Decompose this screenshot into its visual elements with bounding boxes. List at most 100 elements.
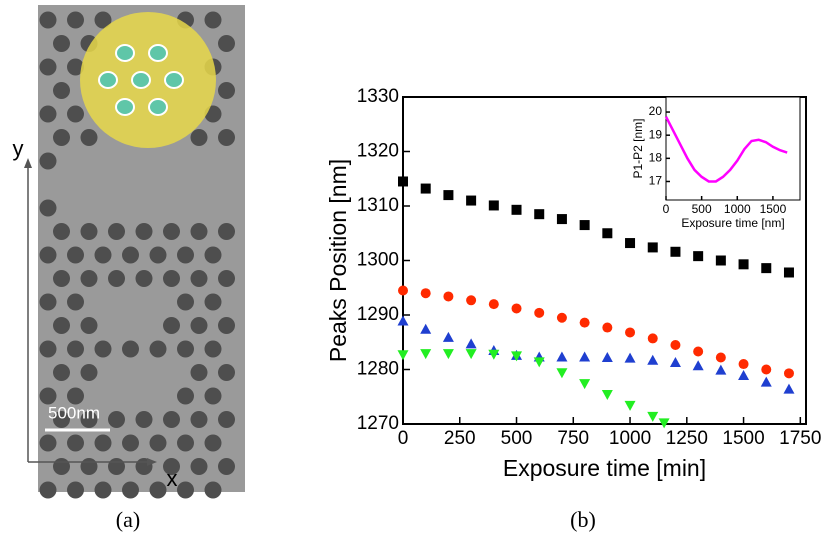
point — [783, 368, 794, 379]
point — [693, 346, 704, 357]
point — [579, 351, 591, 362]
point — [556, 351, 568, 362]
x-tick-label: 1750 — [779, 428, 821, 449]
point — [602, 322, 613, 333]
point — [398, 176, 408, 187]
y-axis-label: Peaks Position [nm] — [325, 159, 351, 362]
hole — [122, 246, 139, 264]
hole — [163, 317, 180, 334]
point — [658, 418, 670, 429]
hole — [149, 481, 167, 499]
hole — [218, 223, 235, 240]
hole — [190, 411, 208, 428]
x-axis-letter: x — [167, 466, 178, 491]
hole — [204, 481, 222, 499]
hole — [108, 411, 125, 428]
hole — [108, 223, 125, 240]
hole — [177, 481, 194, 499]
point — [738, 259, 749, 270]
point — [511, 351, 523, 362]
hole — [163, 223, 180, 240]
point — [715, 352, 726, 363]
y-tick-label: 1290 — [357, 304, 399, 325]
hole — [149, 434, 167, 452]
hole — [108, 270, 125, 287]
point — [465, 349, 477, 360]
x-tick-label: 1000 — [609, 428, 651, 449]
hole — [39, 152, 57, 170]
hole — [39, 105, 57, 123]
point — [442, 349, 454, 360]
point — [420, 183, 431, 194]
hole — [177, 387, 194, 405]
point — [488, 299, 499, 310]
x-tick-label: 500 — [692, 202, 712, 216]
point — [670, 339, 681, 350]
x-tick-label: 750 — [557, 428, 589, 449]
hole — [67, 11, 84, 29]
hole — [39, 293, 57, 311]
point — [420, 323, 432, 334]
hole — [39, 434, 57, 452]
hole — [67, 340, 84, 358]
hole — [53, 35, 70, 52]
hole — [177, 434, 194, 452]
hole — [67, 481, 84, 499]
point — [625, 327, 636, 338]
caption-a: (a) — [116, 507, 140, 532]
hole — [39, 58, 57, 76]
point — [465, 338, 477, 349]
line — [664, 116, 788, 183]
point — [760, 376, 772, 387]
hole — [204, 246, 222, 264]
x-axis-label: Exposure time [min] — [503, 455, 706, 481]
hole — [190, 223, 208, 240]
hole — [53, 317, 70, 334]
hole — [80, 317, 98, 334]
hole — [204, 293, 222, 311]
y-tick-label: 17 — [649, 174, 663, 188]
hole — [80, 223, 98, 240]
point — [715, 364, 727, 375]
x-tick-label: 500 — [501, 428, 533, 449]
point — [625, 238, 636, 249]
point — [783, 383, 795, 394]
hole — [94, 340, 112, 358]
plot-area — [665, 96, 801, 201]
hole — [218, 129, 235, 146]
point — [579, 220, 590, 231]
hole — [67, 246, 84, 264]
point — [511, 204, 522, 215]
x-tick-label: 1250 — [666, 428, 708, 449]
hole — [190, 364, 208, 381]
hole — [218, 458, 235, 475]
hole — [163, 270, 180, 287]
point — [534, 209, 545, 220]
point — [647, 411, 659, 422]
hole — [190, 317, 208, 334]
hole — [53, 458, 70, 475]
cavity-hole — [98, 71, 118, 89]
point — [738, 359, 749, 370]
hole — [67, 105, 84, 123]
point — [602, 228, 613, 239]
hole-pattern — [39, 11, 235, 499]
hole — [39, 11, 57, 29]
hole — [53, 223, 70, 240]
hole — [122, 434, 139, 452]
x-tick-label: 0 — [398, 428, 409, 449]
point — [601, 352, 613, 363]
hole — [204, 11, 222, 29]
point — [556, 368, 568, 379]
hole — [218, 411, 235, 428]
hole — [204, 340, 222, 358]
x-axis-label: Exposure time [nm] — [681, 216, 784, 230]
hole — [80, 364, 98, 381]
hole — [67, 434, 84, 452]
point — [397, 315, 409, 326]
point — [669, 356, 681, 367]
hole — [177, 340, 194, 358]
point — [715, 255, 726, 266]
point — [556, 312, 567, 323]
